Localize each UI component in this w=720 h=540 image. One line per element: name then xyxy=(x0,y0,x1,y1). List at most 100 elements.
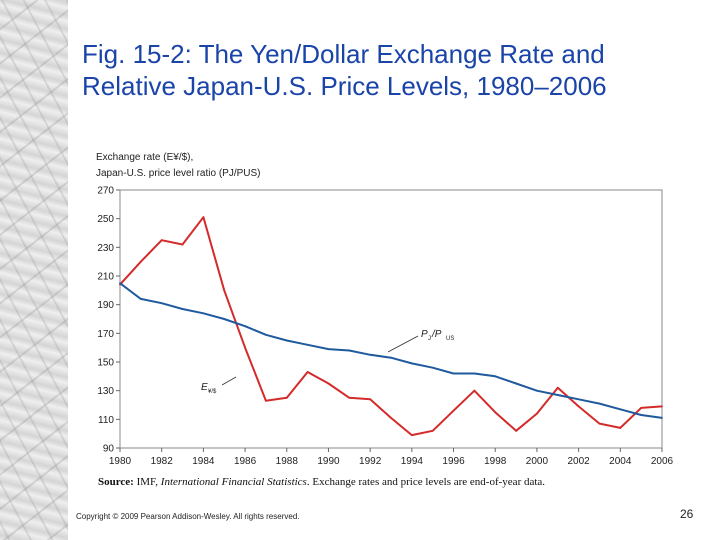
y-axis-title: Exchange rate (E¥/$), Japan-U.S. price l… xyxy=(96,152,261,179)
y-axis-title-line-1: Exchange rate (E¥/$), xyxy=(96,152,193,163)
exchange-rate-label-leader xyxy=(221,376,237,386)
exchange-rate-point xyxy=(640,406,643,409)
y-tick-label: 210 xyxy=(97,272,114,283)
price-ratio-point xyxy=(223,318,226,320)
price-ratio-point xyxy=(244,325,246,328)
source-publication: International Financial Statistics xyxy=(160,476,307,488)
y-tick-label: 170 xyxy=(97,329,114,340)
x-tick-label: 1982 xyxy=(151,456,174,467)
price-ratio-point xyxy=(390,356,392,359)
exchange-rate-point xyxy=(473,389,476,392)
price-ratio-point xyxy=(410,362,413,365)
exchange-rate-point xyxy=(306,371,309,373)
price-ratio-label-separator: /P xyxy=(431,329,442,340)
price-ratio-point xyxy=(556,394,559,396)
exchange-rate-point xyxy=(661,405,663,408)
y-tick-label: 130 xyxy=(97,386,114,397)
slide-title: Fig. 15-2: The Yen/Dollar Exchange Rate … xyxy=(82,38,702,102)
price-ratio-label-sub-j: J xyxy=(428,336,431,342)
exchange-rate-point xyxy=(619,427,622,429)
page-number: 26 xyxy=(680,507,694,521)
exchange-rate-point xyxy=(536,412,538,415)
exchange-rate-point xyxy=(598,422,601,425)
x-tick-label: 2006 xyxy=(651,456,674,467)
price-ratio-point xyxy=(598,402,601,405)
y-tick-label: 150 xyxy=(97,358,114,369)
exchange-rate-point xyxy=(160,239,163,242)
source-label: Source: xyxy=(98,476,134,488)
exchange-rate-point xyxy=(410,434,413,436)
x-tick-label: 1984 xyxy=(192,456,215,467)
price-ratio-point xyxy=(473,372,476,375)
price-ratio-label: P xyxy=(421,329,428,340)
price-ratio-point xyxy=(369,353,372,356)
exchange-rate-point xyxy=(181,243,184,246)
x-axis-ticks: 1980 1982 1984 1986 1988 1990 1992 1994 1996 1998… xyxy=(109,448,674,467)
price-ratio-point xyxy=(640,414,643,416)
exchange-rate-point xyxy=(390,417,392,419)
series-layer xyxy=(119,216,663,437)
x-tick-label: 1990 xyxy=(317,456,340,467)
price-ratio-label-sub-us: US xyxy=(446,336,454,342)
slide-title-line-1: Fig. 15-2: The Yen/Dollar Exchange Rate … xyxy=(82,39,605,69)
y-axis-title-line-2: Japan-U.S. price level ratio (PJ/PUS) xyxy=(96,168,261,179)
x-tick-label: 1992 xyxy=(359,456,382,467)
price-ratio-point xyxy=(202,312,205,315)
exchange-rate-line xyxy=(119,216,663,437)
exchange-rate-point xyxy=(515,429,517,432)
exchange-rate-point xyxy=(369,398,372,401)
plot-frame xyxy=(119,189,663,449)
source-org: IMF, xyxy=(133,476,161,488)
price-ratio-label-leader xyxy=(387,335,419,353)
x-tick-label: 2004 xyxy=(609,456,632,467)
copyright-notice: Copyright © 2009 Pearson Addison-Wesley.… xyxy=(76,512,300,521)
x-tick-label: 1996 xyxy=(442,456,465,467)
series-label-exchange-rate: E ¥/$ xyxy=(201,376,237,395)
price-ratio-point xyxy=(265,333,267,336)
exchange-rate-point xyxy=(556,386,559,389)
x-tick-label: 1988 xyxy=(276,456,299,467)
price-ratio-point xyxy=(285,339,288,342)
price-ratio-point xyxy=(452,372,455,375)
x-tick-label: 1994 xyxy=(401,456,424,467)
y-tick-label: 230 xyxy=(97,243,114,254)
exchange-rate-point xyxy=(223,289,226,292)
x-tick-label: 1980 xyxy=(109,456,132,467)
x-tick-label: 1998 xyxy=(484,456,507,467)
price-ratio-point xyxy=(619,408,622,411)
exchange-rate-point xyxy=(265,399,267,402)
x-tick-label: 2000 xyxy=(526,456,549,467)
exchange-rate-point xyxy=(139,260,142,263)
y-tick-label: 90 xyxy=(103,444,115,455)
x-tick-label: 1986 xyxy=(234,456,257,467)
x-tick-label: 2002 xyxy=(567,456,590,467)
y-tick-label: 270 xyxy=(97,186,114,197)
price-ratio-point xyxy=(181,308,184,310)
price-ratio-point xyxy=(139,298,142,300)
exchange-rate-point xyxy=(285,396,288,399)
exchange-rate-label: E xyxy=(201,382,208,393)
price-ratio-point xyxy=(494,375,497,378)
price-ratio-point xyxy=(348,349,351,352)
slide-title-line-2: Relative Japan-U.S. Price Levels, 1980–2… xyxy=(82,71,607,101)
exchange-rate-point xyxy=(494,411,497,414)
y-tick-label: 190 xyxy=(97,300,114,311)
exchange-rate-point xyxy=(431,429,434,432)
price-ratio-point xyxy=(119,282,121,285)
price-ratio-point xyxy=(661,417,663,419)
price-ratio-point xyxy=(327,348,330,350)
exchange-rate-label-subscript: ¥/$ xyxy=(208,389,217,395)
source-details: . Exchange rates and price levels are en… xyxy=(306,476,546,488)
price-ratio-point xyxy=(160,302,163,305)
exchange-rate-point xyxy=(244,346,246,349)
y-axis-ticks: 90 110 130 150 170 190 210 230 250 270 xyxy=(97,186,120,455)
price-ratio-point xyxy=(306,343,309,346)
price-ratio-point xyxy=(515,382,517,385)
price-ratio-point xyxy=(577,398,580,401)
y-tick-label: 110 xyxy=(98,415,114,426)
price-ratio-point xyxy=(431,366,434,369)
exchange-rate-point xyxy=(348,396,351,399)
exchange-rate-point xyxy=(452,409,455,412)
exchange-rate-point xyxy=(327,382,330,385)
